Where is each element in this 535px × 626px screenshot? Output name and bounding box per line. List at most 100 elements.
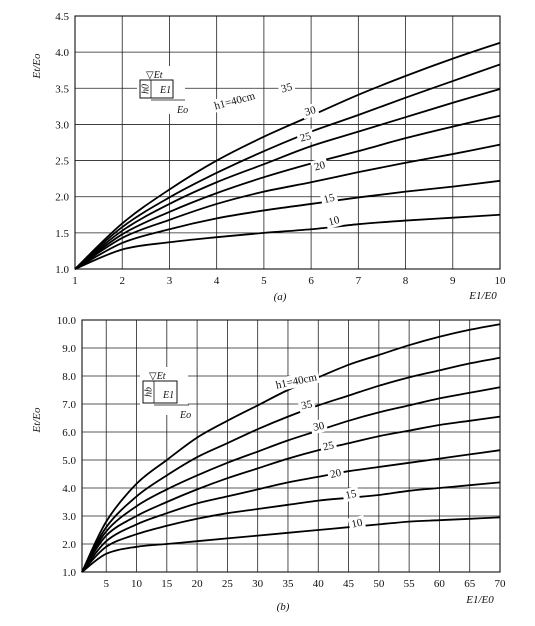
series-line-35	[81, 356, 501, 573]
series-label-bg	[300, 102, 320, 120]
plot-frame	[74, 15, 501, 270]
series-label: 25	[322, 439, 336, 453]
series-label-bg	[210, 88, 259, 114]
series-label-bg	[310, 157, 330, 175]
x-tick-label: 20	[192, 578, 204, 590]
y-tick-label: 1.5	[55, 228, 69, 240]
x-tick-label: 65	[464, 578, 476, 590]
y-tick-label: 6.0	[62, 427, 76, 439]
series-label-bg	[324, 212, 344, 230]
x-tick-label: 55	[404, 578, 416, 590]
inset-label-middle: E1	[162, 390, 174, 401]
chart-panel-a: 1.0 1.5 2.0 2.5 3.0 3.5 4.0 4.5 1 2 3 4 5 6 7 8 9 10 E1/E0…	[31, 11, 506, 303]
series-label: h1=40cm	[213, 90, 257, 112]
series-label: 20	[313, 159, 327, 174]
series-label-bg	[347, 515, 367, 532]
y-tick-label: 3.5	[55, 83, 69, 95]
series-line-10	[81, 516, 501, 573]
y-tick-label: 2.0	[55, 192, 69, 204]
x-tick-label: 6	[308, 275, 314, 287]
series-label: 30	[303, 104, 317, 119]
series-line-20	[74, 143, 501, 270]
series-label: 30	[312, 420, 326, 434]
x-tick-label: 15	[161, 578, 173, 590]
x-tick-label: 60	[434, 578, 446, 590]
series-label: 35	[300, 398, 314, 412]
inset-layer-box	[139, 79, 174, 99]
panel-label: (a)	[274, 291, 287, 303]
y-tick-label: 1.0	[55, 264, 69, 276]
x-tick-label: 70	[495, 578, 507, 590]
series-label-bg	[297, 396, 316, 413]
x-tick-label: 45	[343, 578, 355, 590]
y-tick-label: 4.0	[55, 47, 69, 59]
y-tick-label: 2.5	[55, 156, 69, 168]
inset-label-middle: E1	[159, 85, 171, 96]
series-label: 10	[350, 517, 364, 531]
x-tick-label: 30	[252, 578, 264, 590]
series-line-25	[81, 415, 501, 573]
y-tick-label: 4.0	[62, 483, 76, 495]
inset-bg	[137, 66, 185, 114]
series-label-bg	[309, 418, 328, 435]
series-label: 25	[299, 130, 313, 145]
series-line-15	[74, 179, 501, 270]
series-line-25	[74, 114, 501, 270]
series-line-30	[81, 386, 501, 573]
x-tick-label: 50	[373, 578, 385, 590]
y-tick-label: 8.0	[62, 371, 76, 383]
y-tick-label: 10.0	[57, 315, 77, 327]
inset-label-bottom: Eo	[176, 105, 188, 116]
series-label-bg	[319, 190, 339, 207]
series-line-30	[74, 88, 501, 270]
series-label-bg	[319, 437, 338, 454]
inset-label-side: h0	[140, 84, 151, 94]
x-tick-label: 2	[119, 275, 125, 287]
y-tick-label: 2.0	[62, 539, 76, 551]
series-label: 15	[322, 192, 336, 207]
series-label: 10	[327, 214, 341, 229]
y-axis-label: Et/Eo	[31, 53, 43, 80]
inset-label-top: ▽Et	[149, 371, 166, 382]
y-tick-label: 7.0	[62, 399, 76, 411]
x-axis-label: E1/E0	[465, 594, 494, 606]
y-tick-label: 3.0	[55, 119, 69, 131]
series-label: 15	[344, 488, 358, 502]
layer-inset: ▽Et h0 E1 Eo	[137, 66, 188, 116]
x-tick-label: 1	[72, 275, 78, 287]
x-tick-label: 5	[103, 578, 109, 590]
y-axis-label: Et/Eo	[31, 407, 43, 434]
x-tick-label: 10	[495, 275, 507, 287]
x-tick-label: 9	[450, 275, 456, 287]
chart-panel-b: 1.02.03.04.05.06.07.08.09.010.05 10 15 20 25…	[31, 315, 506, 613]
x-tick-label: 40	[313, 578, 325, 590]
inset-label-side: hb	[143, 387, 154, 397]
layer-inset: ▽Et hb E1 Eo	[140, 367, 191, 421]
x-tick-label: 35	[282, 578, 294, 590]
x-tick-label: 3	[167, 275, 173, 287]
series-line-15	[81, 481, 501, 573]
series-label-bg	[277, 79, 297, 97]
x-tick-label: 25	[222, 578, 234, 590]
x-axis-label: E1/E0	[468, 290, 497, 302]
series-line-10	[74, 213, 501, 270]
series-label: h1=40cm	[275, 371, 319, 391]
x-tick-label: 7	[356, 275, 362, 287]
series-label-bg	[326, 465, 345, 482]
x-tick-label: 4	[214, 275, 220, 287]
series-label-bg	[272, 369, 321, 393]
inset-label-bottom: Eo	[179, 410, 191, 421]
x-tick-label: 10	[131, 578, 143, 590]
series-label-bg	[341, 486, 361, 503]
series-line-20	[81, 449, 501, 573]
panel-label: (b)	[277, 601, 290, 613]
inset-bg	[140, 367, 188, 415]
y-tick-label: 5.0	[62, 455, 76, 467]
y-tick-label: 1.0	[62, 567, 76, 579]
inset-layer-box	[142, 380, 178, 404]
series-label-bg	[296, 128, 315, 146]
x-tick-label: 5	[261, 275, 267, 287]
grid	[81, 319, 501, 573]
